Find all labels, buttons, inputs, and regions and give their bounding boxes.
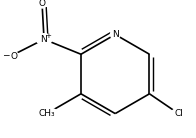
Ellipse shape (35, 108, 59, 119)
Text: CH₃: CH₃ (38, 109, 55, 118)
Ellipse shape (2, 51, 19, 61)
Ellipse shape (171, 108, 186, 119)
Ellipse shape (38, 0, 46, 8)
Ellipse shape (36, 34, 52, 45)
Ellipse shape (111, 30, 120, 39)
Text: O: O (39, 0, 45, 8)
Text: +: + (45, 33, 51, 39)
Text: −: − (2, 50, 9, 59)
Text: N: N (40, 35, 47, 44)
Text: Cl: Cl (174, 109, 183, 118)
Text: N: N (112, 30, 119, 39)
Text: O: O (11, 52, 18, 61)
